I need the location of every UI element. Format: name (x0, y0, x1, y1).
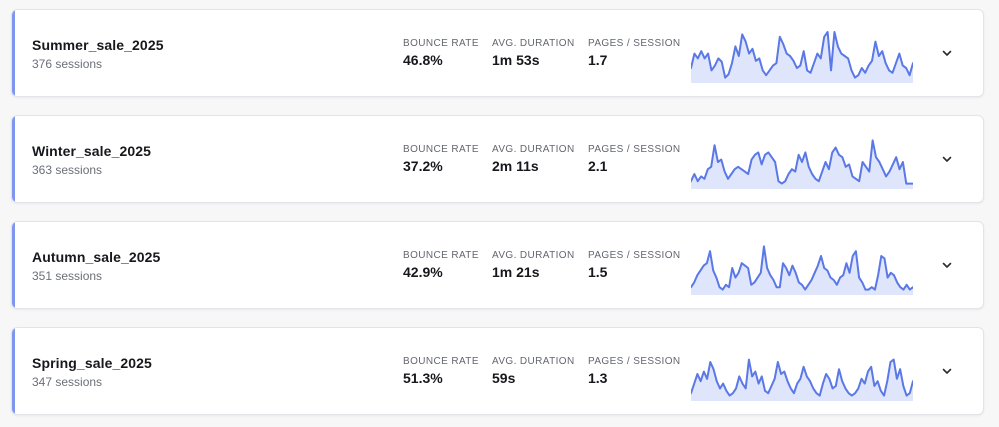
sparkline-area (691, 140, 913, 189)
metric-value: 59s (492, 370, 516, 386)
sparkline-line (691, 139, 913, 185)
metric-bounce-rate: BOUNCE RATE 46.8% (403, 38, 479, 68)
chevron-down-icon[interactable] (940, 364, 954, 378)
card-accent-bar (12, 328, 15, 414)
campaign-card[interactable]: Summer_sale_2025 376 sessions BOUNCE RAT… (11, 9, 984, 97)
sparkline-line (691, 358, 913, 397)
chevron-down-icon[interactable] (940, 46, 954, 60)
metric-pages-per-session: PAGES / SESSION 1.7 (588, 38, 681, 68)
metric-bounce-rate: BOUNCE RATE 51.3% (403, 356, 479, 386)
metric-value: 1.3 (588, 370, 608, 386)
metric-label: PAGES / SESSION (588, 250, 681, 261)
metric-label: PAGES / SESSION (588, 356, 681, 367)
campaign-card[interactable]: Winter_sale_2025 363 sessions BOUNCE RAT… (11, 115, 984, 203)
metric-value: 37.2% (403, 158, 443, 174)
metric-label: PAGES / SESSION (588, 38, 681, 49)
campaign-name: Spring_sale_2025 (32, 355, 152, 371)
metric-label: BOUNCE RATE (403, 250, 479, 261)
trend-sparkline (691, 245, 913, 295)
chevron-down-icon[interactable] (940, 152, 954, 166)
metric-label: BOUNCE RATE (403, 38, 479, 49)
campaign-sessions: 347 sessions (32, 375, 103, 389)
metric-value: 1m 21s (492, 264, 540, 280)
sparkline-line (691, 245, 913, 291)
campaign-name: Winter_sale_2025 (32, 143, 151, 159)
metric-avg-duration: AVG. DURATION 1m 53s (492, 38, 575, 68)
sparkline-line (691, 31, 913, 79)
campaign-card[interactable]: Spring_sale_2025 347 sessions BOUNCE RAT… (11, 327, 984, 415)
metric-label: AVG. DURATION (492, 38, 575, 49)
sparkline-area (691, 246, 913, 295)
metric-label: AVG. DURATION (492, 250, 575, 261)
card-accent-bar (12, 116, 15, 202)
metric-avg-duration: AVG. DURATION 1m 21s (492, 250, 575, 280)
trend-sparkline (691, 31, 913, 83)
campaign-sessions: 363 sessions (32, 163, 103, 177)
chevron-down-icon[interactable] (940, 258, 954, 272)
metric-value: 2m 11s (492, 158, 539, 174)
sparkline-area (691, 359, 913, 401)
campaign-sessions: 351 sessions (32, 269, 103, 283)
metric-label: BOUNCE RATE (403, 356, 479, 367)
metric-value: 51.3% (403, 370, 443, 386)
metric-pages-per-session: PAGES / SESSION 2.1 (588, 144, 681, 174)
campaign-name: Autumn_sale_2025 (32, 249, 161, 265)
card-accent-bar (12, 222, 15, 308)
metric-bounce-rate: BOUNCE RATE 42.9% (403, 250, 479, 280)
metric-avg-duration: AVG. DURATION 59s (492, 356, 575, 386)
metric-pages-per-session: PAGES / SESSION 1.3 (588, 356, 681, 386)
campaign-card[interactable]: Autumn_sale_2025 351 sessions BOUNCE RAT… (11, 221, 984, 309)
metric-avg-duration: AVG. DURATION 2m 11s (492, 144, 575, 174)
trend-sparkline (691, 139, 913, 189)
campaign-sessions: 376 sessions (32, 57, 103, 71)
metric-bounce-rate: BOUNCE RATE 37.2% (403, 144, 479, 174)
metric-value: 46.8% (403, 52, 443, 68)
trend-sparkline (691, 358, 913, 401)
metric-value: 2.1 (588, 158, 608, 174)
metric-value: 1m 53s (492, 52, 540, 68)
card-accent-bar (12, 10, 15, 96)
metric-label: PAGES / SESSION (588, 144, 681, 155)
campaign-name: Summer_sale_2025 (32, 37, 164, 53)
metric-label: AVG. DURATION (492, 144, 575, 155)
metric-value: 1.5 (588, 264, 608, 280)
metric-label: BOUNCE RATE (403, 144, 479, 155)
metric-value: 42.9% (403, 264, 443, 280)
metric-value: 1.7 (588, 52, 608, 68)
metric-label: AVG. DURATION (492, 356, 575, 367)
metric-pages-per-session: PAGES / SESSION 1.5 (588, 250, 681, 280)
